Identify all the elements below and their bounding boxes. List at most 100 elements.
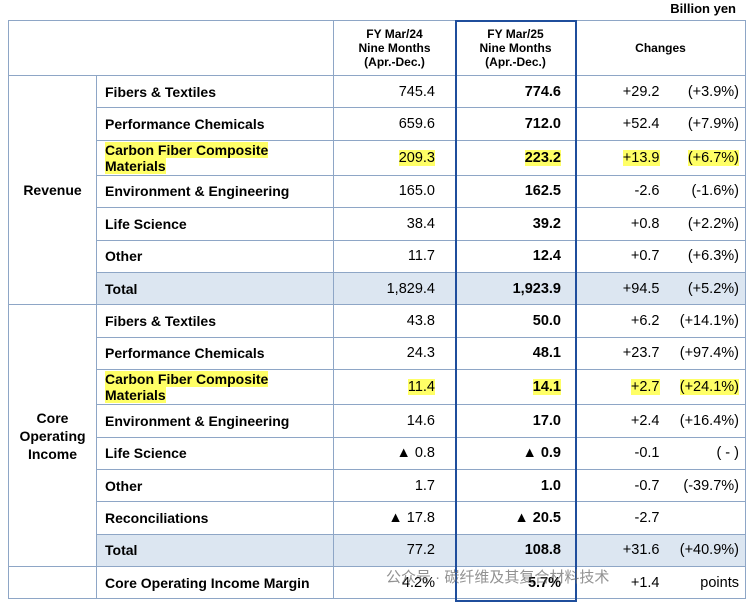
header-text: Nine Months xyxy=(358,41,431,55)
data-row: Reconciliations ▲ 17.8 ▲ 20.5 -2.7 xyxy=(9,501,746,535)
item-cell: Total xyxy=(96,533,334,568)
group-label: Core xyxy=(36,409,69,426)
fy24-value: 659.6 xyxy=(398,116,435,133)
pct-cell: points xyxy=(667,566,746,600)
item-cell: Core Operating Income Margin xyxy=(96,566,334,600)
value-cell: ▲ 0.8 xyxy=(333,436,456,470)
fy24-value: ▲ 0.8 xyxy=(396,445,435,462)
data-row: Core Operating Income Fibers & Textiles 43.8… xyxy=(8,304,746,568)
item-cell: Performance Chemicals xyxy=(96,336,334,371)
change-cell: +52.4 xyxy=(575,107,668,141)
item-label: Materials xyxy=(105,157,166,174)
header-text: (Apr.-Dec.) xyxy=(485,55,546,69)
change-cell: -2.7 xyxy=(575,501,668,535)
fy24-value: 165.0 xyxy=(398,183,435,200)
fy25-value: 162.5 xyxy=(524,183,561,200)
value-cell: 1.7 xyxy=(333,468,456,503)
pct-cell: (+6.7%) xyxy=(667,139,746,176)
pct-value: points xyxy=(700,574,739,591)
value-cell: 11.7 xyxy=(333,239,456,273)
change-cell: -0.7 xyxy=(575,468,668,503)
pct-cell: (-39.7%) xyxy=(667,468,746,503)
group-label: Income xyxy=(27,445,77,462)
pct-cell: (+3.9%) xyxy=(667,74,746,109)
data-row: Life Science ▲ 0.8 ▲ 0.9 -0.1 ( - ) xyxy=(9,436,746,470)
item-label: Carbon Fiber Composite xyxy=(105,371,269,388)
item-label: Carbon Fiber Composite xyxy=(105,141,269,158)
item-cell: Performance Chemicals xyxy=(96,107,334,141)
data-row: Performance Chemicals 24.3 48.1 +23.7 (+97.4… xyxy=(9,336,746,371)
fy24-value: ▲ 17.8 xyxy=(388,509,435,526)
pct-cell: (+14.1%) xyxy=(667,304,746,338)
header-text: Changes xyxy=(635,41,686,55)
value-cell: 77.2 xyxy=(333,533,456,568)
change-cell: +29.2 xyxy=(575,74,668,109)
value-cell: ▲ 17.8 xyxy=(333,501,456,535)
change-value: -0.7 xyxy=(634,477,660,494)
value-cell: 24.3 xyxy=(333,336,456,371)
pct-value: (+14.1%) xyxy=(679,313,739,330)
total-row: Total 77.2 108.8 +31.6 (+40.9%) xyxy=(9,533,746,568)
change-cell: -0.1 xyxy=(575,436,668,470)
data-row: Core Operating Income Margin 4.2% 5.7% +1.4… xyxy=(8,566,746,600)
item-label: Total xyxy=(105,542,138,559)
item-cell: Environment & Engineering xyxy=(96,174,334,209)
value-cell: 14.1 xyxy=(455,369,576,406)
item-label: Other xyxy=(105,477,143,494)
fy24-value: 38.4 xyxy=(406,215,435,232)
item-cell: Environment & Engineering xyxy=(96,404,334,438)
group-cell: Revenue xyxy=(8,74,97,306)
pct-value: (-39.7%) xyxy=(683,477,739,494)
header-cell: FY Mar/24 Nine Months (Apr.-Dec.) xyxy=(333,20,456,76)
pct-cell: (+6.3%) xyxy=(667,239,746,273)
fy25-value: 712.0 xyxy=(524,116,561,133)
fy24-value: 11.7 xyxy=(407,248,435,265)
fy24-value: 24.3 xyxy=(406,345,435,362)
group-label: Revenue xyxy=(23,182,82,199)
group-cell: Core Operating Income xyxy=(8,304,97,568)
pct-cell: (+5.2%) xyxy=(667,271,746,306)
header-row: FY Mar/24 Nine Months (Apr.-Dec.) FY Mar/25… xyxy=(8,20,746,76)
total-row: Total 1,829.4 1,923.9 +94.5 (+5.2%) xyxy=(9,271,746,306)
item-label: Total xyxy=(105,280,138,297)
change-value: +23.7 xyxy=(622,345,660,362)
item-cell: Fibers & Textiles xyxy=(96,74,334,109)
change-value: -2.7 xyxy=(634,509,660,526)
data-row: Other 11.7 12.4 +0.7 (+6.3%) xyxy=(9,239,746,273)
fy25-value: 39.2 xyxy=(532,215,561,232)
fy25-value: 5.7% xyxy=(527,574,561,591)
data-row: Environment & Engineering 165.0 162.5 -2.6 (… xyxy=(9,174,746,209)
change-cell: +31.6 xyxy=(575,533,668,568)
pct-value: (+16.4%) xyxy=(679,412,739,429)
header-text: FY Mar/24 xyxy=(366,27,423,41)
item-cell: Life Science xyxy=(96,436,334,470)
change-value: +29.2 xyxy=(622,83,660,100)
value-cell: 1,829.4 xyxy=(333,271,456,306)
value-cell: 38.4 xyxy=(333,207,456,241)
header-text: FY Mar/25 xyxy=(487,27,544,41)
value-cell: 39.2 xyxy=(455,207,576,241)
fy25-value: 774.6 xyxy=(524,83,561,100)
change-cell: +1.4 xyxy=(575,566,668,600)
item-cell: Total xyxy=(96,271,334,306)
pct-cell: (+40.9%) xyxy=(667,533,746,568)
pct-value: (+24.1%) xyxy=(679,379,739,396)
change-value: +2.4 xyxy=(630,412,660,429)
fy24-value: 1,829.4 xyxy=(386,280,435,297)
value-cell: 108.8 xyxy=(455,533,576,568)
change-value: +0.7 xyxy=(630,248,660,265)
item-label: Fibers & Textiles xyxy=(105,313,217,330)
header-text: (Apr.-Dec.) xyxy=(364,55,425,69)
group-label: Operating xyxy=(19,427,86,444)
value-cell: 223.2 xyxy=(455,139,576,176)
fy25-value: 50.0 xyxy=(532,313,561,330)
change-value: -2.6 xyxy=(634,183,660,200)
change-value: +6.2 xyxy=(630,313,660,330)
item-label: Life Science xyxy=(105,445,187,462)
fy25-value: 17.0 xyxy=(532,412,561,429)
fy24-value: 209.3 xyxy=(398,149,435,166)
item-cell: Reconciliations xyxy=(96,501,334,535)
item-cell: Carbon Fiber Composite Materials xyxy=(96,369,334,406)
item-label: Life Science xyxy=(105,215,187,232)
